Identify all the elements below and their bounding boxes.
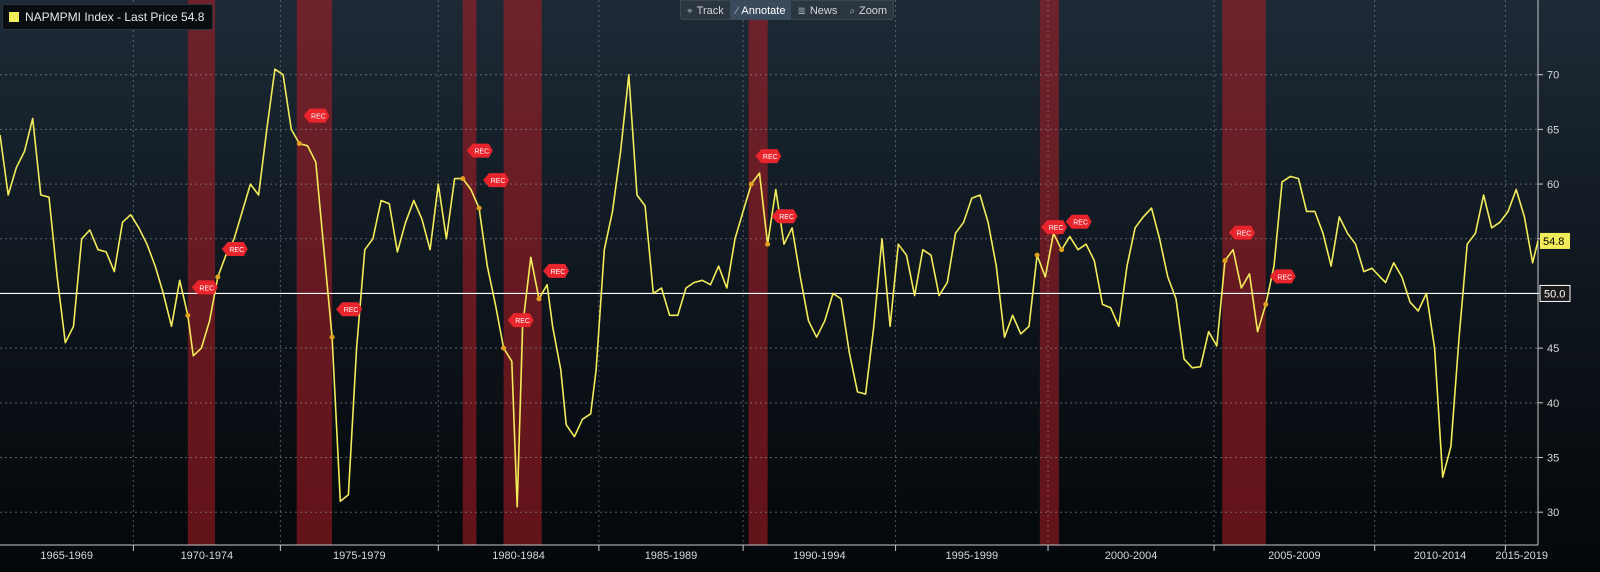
track-label: Track <box>696 5 724 17</box>
rec-annotation-tag[interactable] <box>221 242 248 257</box>
rec-annotation-tag[interactable] <box>771 209 798 224</box>
y-tick-label: 45 <box>1547 343 1559 355</box>
rec-annotation-tag[interactable] <box>755 149 782 164</box>
annotate-button[interactable]: ⁄ Annotate <box>729 1 792 19</box>
rec-annotation-label: REC <box>1277 274 1292 281</box>
recession-point-marker <box>1034 252 1040 258</box>
rec-annotation-label: REC <box>763 154 778 161</box>
rec-annotation-tag[interactable] <box>191 280 218 295</box>
rec-annotation-tag[interactable] <box>303 108 330 123</box>
annotate-label: Annotate <box>741 5 786 17</box>
x-tick-label: 2005-2009 <box>1268 550 1321 562</box>
recession-point-marker <box>460 176 466 182</box>
x-tick-label: 1980-1984 <box>492 550 545 562</box>
news-label: News <box>809 5 838 17</box>
legend-label: NAPMPMI Index - Last Price 54.8 <box>25 10 205 24</box>
chart-toolbar: ⌖ Track ⁄ Annotate ≣ News ⌕ Zoom <box>680 0 895 20</box>
recession-point-marker <box>765 241 771 247</box>
rec-annotation-label: REC <box>779 214 794 221</box>
rec-annotation-label: REC <box>491 178 506 185</box>
x-tick-label: 2000-2004 <box>1105 550 1158 562</box>
rec-annotation-label: REC <box>474 149 489 156</box>
news-icon: ≣ <box>797 5 806 17</box>
rec-annotation-tag[interactable] <box>1228 225 1255 240</box>
last-price-box <box>1540 232 1570 249</box>
rec-annotation-tag[interactable] <box>542 263 569 278</box>
y-tick-label: 65 <box>1547 124 1559 136</box>
x-tick-label: 1965-1969 <box>40 550 93 562</box>
crosshair-icon: ⌖ <box>687 5 693 17</box>
y-tick-label: 35 <box>1547 453 1559 465</box>
last-price-label: 54.8 <box>1543 236 1564 248</box>
rec-annotation-label: REC <box>1049 225 1064 232</box>
rec-annotation-label: REC <box>515 318 530 325</box>
rec-annotation-label: REC <box>229 247 244 254</box>
recession-point-marker <box>536 296 542 302</box>
recession-point-marker <box>1222 258 1228 264</box>
y-tick-label: 70 <box>1547 70 1559 82</box>
rec-annotation-label: REC <box>551 269 566 276</box>
recession-band <box>1039 0 1059 545</box>
rec-annotation-tag[interactable] <box>483 173 510 188</box>
x-tick-label: 2015-2019 <box>1495 550 1548 562</box>
zoom-icon: ⌕ <box>849 5 855 17</box>
rec-annotation-tag[interactable] <box>507 313 534 328</box>
napmpmi-series-line[interactable] <box>0 68 1539 508</box>
rec-annotation-label: REC <box>311 114 326 121</box>
rec-annotation-tag[interactable] <box>466 143 493 158</box>
legend: NAPMPMI Index - Last Price 54.8 <box>2 4 214 30</box>
recession-point-marker <box>215 274 221 280</box>
y-tick-label: 60 <box>1547 179 1559 191</box>
rec-annotation-tag[interactable] <box>1041 220 1068 235</box>
rec-annotation-tag[interactable] <box>336 302 363 317</box>
reference-label: 50.0 <box>1544 288 1565 300</box>
news-button[interactable]: ≣ News <box>791 1 843 19</box>
recession-point-marker <box>296 141 302 147</box>
x-tick-label: 2010-2014 <box>1414 550 1467 562</box>
recession-point-marker <box>1263 301 1269 307</box>
recession-point-marker <box>185 312 191 318</box>
rec-annotation-label: REC <box>1237 231 1252 238</box>
rec-annotation-tag[interactable] <box>1269 269 1296 284</box>
x-tick-label: 1970-1974 <box>181 550 234 562</box>
recession-band <box>503 0 542 545</box>
recession-point-marker <box>1059 247 1065 253</box>
y-tick-label: 30 <box>1547 507 1559 519</box>
y-tick-label: 40 <box>1547 398 1559 410</box>
recession-band <box>187 0 216 545</box>
rec-annotation-label: REC <box>344 307 359 314</box>
reference-label-box <box>1539 284 1571 302</box>
x-tick-label: 1985-1989 <box>645 550 698 562</box>
pencil-icon: ⁄ <box>735 5 738 17</box>
zoom-button[interactable]: ⌕ Zoom <box>843 1 893 19</box>
rec-annotation-label: REC <box>199 285 214 292</box>
recession-point-marker <box>501 345 507 351</box>
recession-band <box>1222 0 1266 545</box>
recession-band <box>748 0 768 545</box>
zoom-label: Zoom <box>858 5 888 17</box>
x-tick-label: 1995-1999 <box>945 550 998 562</box>
x-tick-label: 1975-1979 <box>333 550 386 562</box>
rec-annotation-label: REC <box>1073 220 1088 227</box>
recession-point-marker <box>329 334 335 340</box>
rec-annotation-tag[interactable] <box>1065 214 1092 229</box>
recession-band <box>462 0 477 545</box>
recession-point-marker <box>476 205 482 211</box>
recession-point-marker <box>748 181 754 187</box>
x-tick-label: 1990-1994 <box>793 550 846 562</box>
series-swatch <box>9 12 19 22</box>
track-button[interactable]: ⌖ Track <box>681 1 730 19</box>
